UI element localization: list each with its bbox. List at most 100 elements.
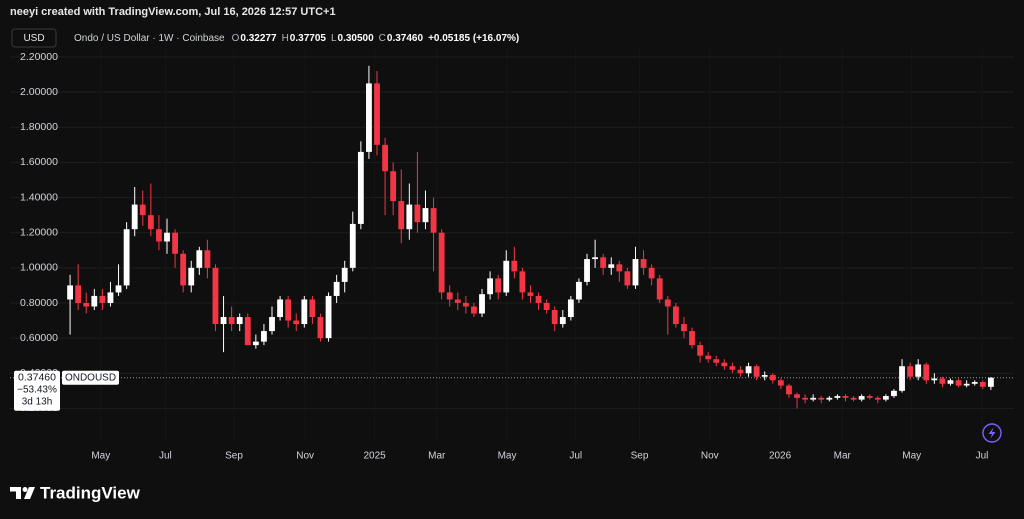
candle-body — [689, 331, 695, 346]
candle-body — [987, 377, 994, 387]
candle-body — [75, 285, 82, 303]
y-tick-label: 1.60000 — [20, 156, 58, 168]
candle-body — [511, 260, 518, 272]
legend-item: H — [282, 33, 289, 44]
candle-body — [422, 208, 429, 223]
candle-body — [931, 378, 938, 381]
candle-body — [406, 204, 413, 230]
candle-body — [761, 375, 768, 377]
y-tick-label: 1.00000 — [20, 262, 58, 274]
candle-body — [794, 394, 800, 398]
y-tick-label: 2.00000 — [20, 86, 58, 98]
candle-body — [543, 302, 550, 310]
candle-body — [99, 295, 106, 303]
candle-body — [519, 271, 526, 293]
candle-body — [309, 299, 316, 318]
legend-item: 0.37460 — [387, 33, 424, 44]
price-tag: 0.37460−53.43%3d 13h ONDOUSD — [14, 370, 119, 411]
candle-body — [882, 396, 889, 400]
x-tick-label: Sep — [225, 451, 243, 462]
candle-body — [810, 397, 817, 400]
candle-body — [818, 397, 825, 400]
candle-body — [576, 281, 582, 300]
candle-body — [503, 260, 510, 293]
candle-body — [664, 299, 671, 307]
candle-body — [535, 295, 542, 303]
y-tick-label: 1.80000 — [20, 121, 58, 133]
candle-body — [826, 397, 833, 400]
candle-body — [139, 204, 146, 216]
candle-body — [923, 364, 930, 381]
candle-body — [325, 295, 332, 339]
candle-body — [366, 83, 372, 152]
lightning-button[interactable] — [982, 423, 1002, 443]
price-tag-box — [14, 370, 60, 411]
candle-body — [971, 382, 978, 384]
candle-body — [196, 250, 203, 268]
logo-part — [10, 487, 21, 499]
candle-body — [737, 369, 744, 374]
candle-body — [850, 397, 857, 400]
candle-body — [697, 345, 704, 356]
candle-body — [172, 232, 178, 254]
legend-item: 0.32277 — [240, 33, 277, 44]
candle-body — [438, 232, 445, 293]
candle-body — [858, 396, 865, 400]
candle-body — [398, 201, 405, 230]
candle-body — [834, 396, 841, 398]
logo-part — [22, 487, 28, 492]
candle-body — [374, 83, 380, 145]
x-tick-label: Nov — [296, 451, 314, 462]
candle-body — [212, 267, 219, 325]
y-tick-label: 2.20000 — [20, 51, 58, 63]
candle-body — [414, 204, 421, 223]
candle-body — [454, 299, 461, 303]
candle-body — [462, 302, 469, 307]
currency-box[interactable] — [11, 28, 57, 48]
candle-body — [430, 208, 437, 233]
candle-body — [446, 292, 453, 300]
candle-body — [786, 385, 792, 395]
candle-body — [907, 366, 914, 377]
candle-body — [317, 317, 324, 339]
legend-item: 0.37705 — [290, 33, 327, 44]
candle-body — [220, 317, 227, 325]
candle-body — [963, 383, 970, 386]
candle-body — [527, 292, 534, 296]
candle-body — [866, 396, 873, 398]
candle-body — [874, 397, 881, 400]
x-tick-label: Nov — [701, 451, 719, 462]
candle-body — [236, 317, 243, 325]
brand: TradingView — [40, 483, 141, 502]
legend-item: C — [379, 33, 386, 44]
y-tick-label: 1.40000 — [20, 191, 58, 203]
candle-body — [341, 267, 348, 282]
lightning-icon — [988, 427, 996, 439]
x-tick-label: Jul — [159, 451, 172, 462]
candle-body — [656, 278, 663, 300]
candle-body — [357, 151, 364, 224]
candle-body — [147, 215, 154, 230]
y-tick-label: 1.20000 — [20, 226, 58, 238]
price-tag-countdown: 3d 13h — [22, 396, 53, 407]
axes: 0.200000.400000.600000.800001.000001.200… — [20, 51, 988, 462]
candle-body — [608, 264, 615, 268]
candle-body — [745, 366, 752, 374]
candle-body — [471, 306, 477, 314]
candle-body — [333, 281, 340, 296]
candle-body — [681, 324, 687, 332]
candles — [67, 65, 994, 409]
candle-body — [277, 299, 283, 318]
candle-body — [802, 397, 809, 400]
candle-body — [487, 278, 494, 295]
candle-body — [616, 264, 623, 272]
candle-body — [115, 285, 122, 293]
candle-body — [672, 306, 679, 325]
candle-body — [83, 302, 90, 307]
candle-body — [721, 362, 728, 367]
legend-item: L — [331, 33, 337, 44]
currency[interactable]: USD — [23, 33, 44, 44]
candle-body — [349, 223, 356, 268]
x-tick-label: Sep — [631, 451, 649, 462]
